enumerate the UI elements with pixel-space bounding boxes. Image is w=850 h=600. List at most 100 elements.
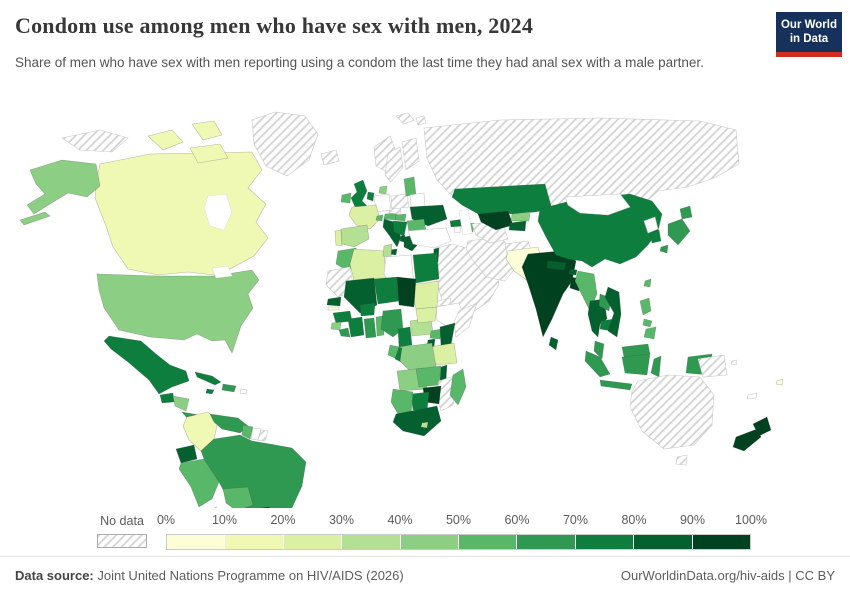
country-poland[interactable] <box>390 193 410 210</box>
country-zambia[interactable] <box>415 365 442 388</box>
country-chad[interactable] <box>396 276 417 308</box>
country-brazil[interactable] <box>200 434 307 508</box>
legend-no-data-swatch[interactable] <box>97 534 147 548</box>
legend-bin-swatch[interactable] <box>283 535 342 549</box>
country-armenia[interactable] <box>453 226 462 234</box>
legend-bin-swatch[interactable] <box>692 535 751 549</box>
country-finland[interactable] <box>401 137 420 171</box>
rights-link[interactable]: OurWorldinData.org/hiv-aids | CC BY <box>620 568 835 583</box>
country-china[interactable] <box>537 193 663 268</box>
country-nigeria[interactable] <box>380 308 404 338</box>
country-japan[interactable] <box>679 205 693 220</box>
country-burkina-faso[interactable] <box>359 302 376 317</box>
country-sweden[interactable] <box>384 146 404 183</box>
country-iceland[interactable] <box>320 149 340 166</box>
legend-bin-swatch[interactable] <box>634 535 692 549</box>
country-mongolia[interactable] <box>564 193 631 216</box>
country-canada[interactable] <box>94 151 269 276</box>
country-ireland[interactable] <box>340 192 352 204</box>
legend-bin-swatch[interactable] <box>459 535 517 549</box>
country-canada[interactable] <box>147 129 184 151</box>
country-bhutan[interactable] <box>568 268 578 276</box>
country-new-caledonia[interactable] <box>746 392 758 400</box>
country-sri-lanka[interactable] <box>548 336 559 351</box>
country-uganda[interactable] <box>429 328 442 340</box>
country-australia[interactable] <box>675 454 688 466</box>
country-indonesia[interactable] <box>621 353 651 376</box>
country-svalbard[interactable] <box>415 115 427 126</box>
country-australia[interactable] <box>629 374 715 450</box>
country-jamaica[interactable] <box>205 388 215 395</box>
country-uk[interactable] <box>350 179 369 210</box>
country-turkey[interactable] <box>407 227 452 249</box>
country-belarus[interactable] <box>409 192 426 208</box>
country-malaysia[interactable] <box>593 340 605 360</box>
country-chile[interactable] <box>210 506 236 508</box>
country-philippines[interactable] <box>642 318 653 328</box>
country-portugal[interactable] <box>334 229 343 247</box>
country-somalia[interactable] <box>453 302 478 338</box>
country-bolivia[interactable] <box>222 486 254 508</box>
country-philippines[interactable] <box>643 326 657 340</box>
country-philippines[interactable] <box>639 297 652 316</box>
country-baltics[interactable] <box>403 176 417 197</box>
country-greenland[interactable] <box>251 111 319 177</box>
country-paraguay[interactable] <box>252 506 271 508</box>
country-japan[interactable] <box>659 244 669 254</box>
country-madagascar[interactable] <box>449 368 467 406</box>
country-taiwan[interactable] <box>643 278 652 288</box>
owid-logo[interactable]: Our World in Data <box>776 12 842 57</box>
legend-bin-swatch[interactable] <box>342 535 400 549</box>
country-russia[interactable] <box>61 129 129 153</box>
country-niger[interactable] <box>373 276 400 305</box>
country-indonesia[interactable] <box>584 350 611 378</box>
legend-bin-swatch[interactable] <box>225 535 283 549</box>
country-switzerland[interactable] <box>375 214 384 222</box>
country-lesotho[interactable] <box>420 421 429 429</box>
legend-bin-swatch[interactable] <box>167 535 225 549</box>
country-honduras-nicaragua[interactable] <box>172 395 190 412</box>
country-sierra-leone[interactable] <box>330 321 342 331</box>
country-japan[interactable] <box>667 218 691 246</box>
country-uzbekistan[interactable] <box>477 210 514 231</box>
country-venezuela[interactable] <box>209 413 249 434</box>
country-new-zealand[interactable] <box>732 428 762 452</box>
country-ghana[interactable] <box>363 317 377 339</box>
country-png[interactable] <box>697 354 728 378</box>
country-fiji[interactable] <box>775 378 784 386</box>
country-hungary[interactable] <box>394 213 407 222</box>
country-france[interactable] <box>348 204 381 230</box>
country-svalbard[interactable] <box>395 112 415 125</box>
country-peru[interactable] <box>178 458 220 508</box>
country-liberia[interactable] <box>338 327 351 338</box>
country-solomon[interactable] <box>730 359 738 366</box>
legend-bin-swatch[interactable] <box>575 535 634 549</box>
country-guatemala[interactable] <box>159 392 175 404</box>
country-senegal[interactable] <box>326 296 342 307</box>
country-kyrgyzstan[interactable] <box>510 211 531 222</box>
country-cameroon[interactable] <box>397 326 413 348</box>
country-north-korea[interactable] <box>643 216 659 234</box>
legend-bin-swatch[interactable] <box>400 535 459 549</box>
country-cuba[interactable] <box>194 371 222 386</box>
legend-bin-swatch[interactable] <box>517 535 575 549</box>
country-south-korea[interactable] <box>649 229 662 244</box>
country-usa[interactable] <box>96 269 260 354</box>
country-ecuador[interactable] <box>175 444 198 464</box>
country-indonesia[interactable] <box>599 379 633 391</box>
country-vietnam[interactable] <box>604 286 622 338</box>
country-french-guiana[interactable] <box>257 429 269 442</box>
country-hispaniola[interactable] <box>221 383 237 393</box>
country-tajikistan[interactable] <box>508 220 527 232</box>
country-spain[interactable] <box>340 224 370 248</box>
country-mexico[interactable] <box>103 335 190 395</box>
country-gambia[interactable] <box>327 306 340 311</box>
country-puerto-rico[interactable] <box>239 388 248 395</box>
country-nepal[interactable] <box>546 260 567 271</box>
country-usa[interactable] <box>19 211 51 226</box>
country-tunisia[interactable] <box>382 243 393 258</box>
country-usa[interactable] <box>26 159 101 215</box>
country-canada[interactable] <box>191 120 223 141</box>
country-egypt[interactable] <box>412 252 440 284</box>
country-guyana[interactable] <box>241 424 254 440</box>
